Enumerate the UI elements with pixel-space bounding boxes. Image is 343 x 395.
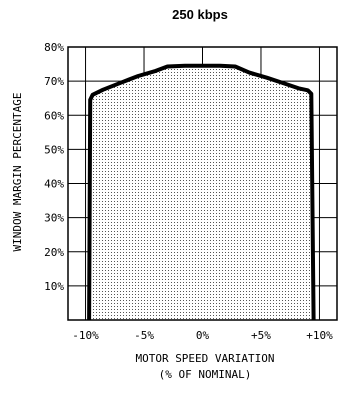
margin-curve [87,63,316,321]
x-tick-label: +10% [306,329,333,342]
y-axis-label: WINDOW MARGIN PERCENTAGE [11,93,24,252]
x-axis-label-line-1: MOTOR SPEED VARIATION [135,352,274,365]
y-tick-label: 80% [44,41,64,54]
y-axis-ticks: 10% 20% 30% 40% 50% 60% 70% 80% [44,41,64,293]
y-tick-label: 10% [44,280,64,293]
margin-area-fill [89,65,314,320]
y-tick-label: 70% [44,75,64,88]
y-tick-label: 30% [44,212,64,225]
chart-title: 250 kbps [172,7,228,22]
x-tick-label: 0% [196,329,210,342]
x-tick-label: +5% [251,329,271,342]
y-tick-label: 40% [44,178,64,191]
x-axis-ticks: -10% -5% 0% +5% +10% [72,329,333,342]
y-tick-label: 50% [44,143,64,156]
plot-frame [67,46,338,321]
x-tick-label: -10% [72,329,99,342]
x-tick-label: -5% [134,329,154,342]
y-tick-label: 60% [44,109,64,122]
x-axis-label-line-2: (% OF NOMINAL) [159,368,252,381]
y-tick-label: 20% [44,246,64,259]
